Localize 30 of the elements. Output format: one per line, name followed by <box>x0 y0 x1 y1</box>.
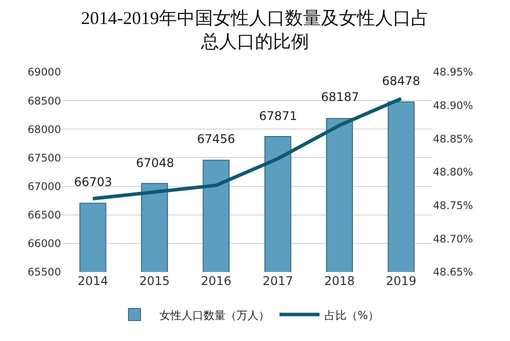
y-tick-label: 67500 <box>28 152 61 164</box>
data-label: 66703 <box>74 175 112 189</box>
y-tick-label: 68500 <box>28 95 61 108</box>
y2-tick-label: 48.75% <box>433 200 474 212</box>
y-tick-label: 67000 <box>28 180 61 193</box>
legend-label: 女性人口数量（万人） <box>160 308 270 322</box>
y-tick-label: 68000 <box>28 124 61 136</box>
y-tick-label: 65500 <box>28 266 61 279</box>
y2-tick-label: 48.70% <box>433 233 474 246</box>
y2-tick-label: 48.80% <box>433 166 474 179</box>
data-label: 67048 <box>136 156 174 170</box>
y-tick-label: 66500 <box>28 210 61 222</box>
y2-tick-label: 48.85% <box>433 133 474 146</box>
x-tick-label: 2017 <box>262 274 294 288</box>
chart-title: 2014-2019年中国女性人口数量及女性人口占总人口的比例 <box>81 8 429 52</box>
x-tick-label: 2018 <box>324 274 355 288</box>
x-tick-label: 2019 <box>386 274 416 288</box>
x-tick-label: 2014 <box>78 274 108 288</box>
legend-label: 占比（%） <box>324 308 379 322</box>
y-tick-label: 66000 <box>28 238 61 250</box>
data-label: 68478 <box>382 74 420 88</box>
y2-tick-label: 48.65% <box>433 266 474 279</box>
x-tick-label: 2016 <box>200 274 232 288</box>
y-tick-label: 69000 <box>28 66 61 79</box>
data-label: 67456 <box>197 132 236 146</box>
x-tick-label: 2015 <box>139 274 170 288</box>
y2-tick-label: 48.95% <box>433 66 474 79</box>
data-label: 68187 <box>321 90 360 104</box>
data-label: 67871 <box>259 109 298 123</box>
y2-tick-label: 48.90% <box>433 100 474 112</box>
